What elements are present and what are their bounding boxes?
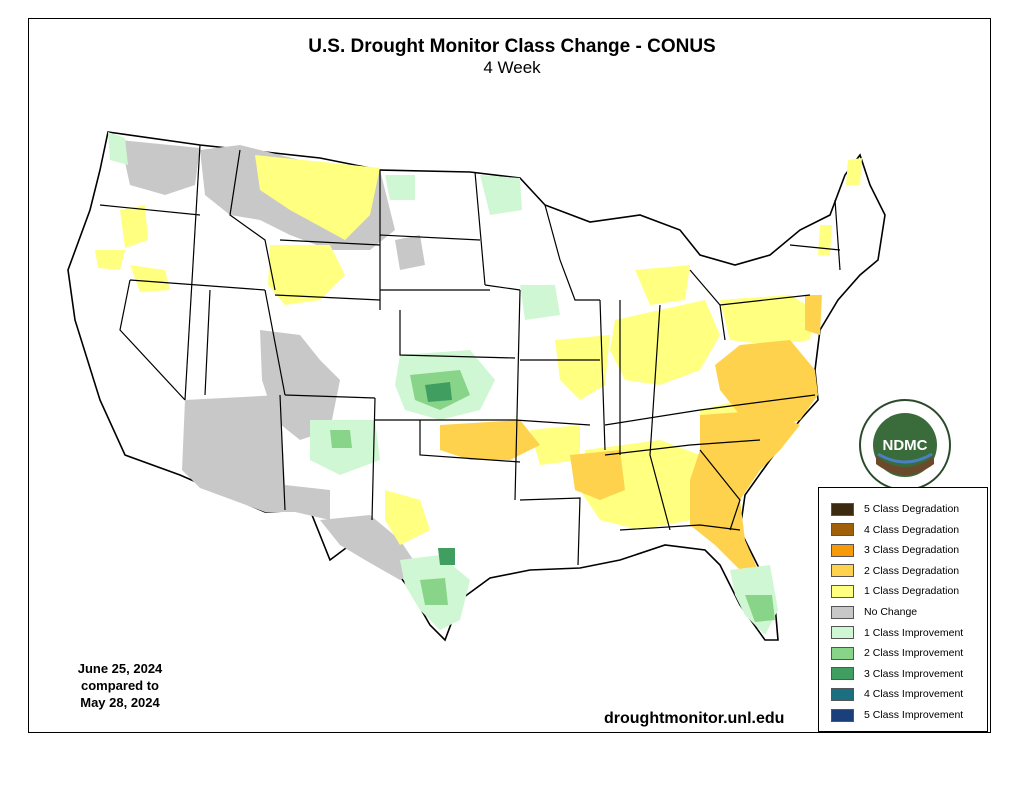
map-subtitle: 4 Week [483, 58, 541, 77]
legend-label: 2 Class Improvement [864, 647, 964, 660]
legend-label: 5 Class Degradation [864, 503, 960, 515]
legend: 5 Class Degradation 4 Class Degradation 3 … [818, 487, 988, 732]
date-current: June 25, 2024 [77, 661, 163, 676]
legend-item: No Change [831, 605, 917, 619]
legend-item: 2 Class Improvement [831, 646, 963, 660]
legend-label: 3 Class Improvement [864, 667, 964, 680]
legend-swatch [831, 523, 854, 537]
legend-label: 1 Class Degradation [864, 585, 960, 598]
legend-item: 4 Class Degradation [831, 523, 959, 537]
legend-label: 4 Class Degradation [864, 523, 960, 536]
legend-item: 1 Class Improvement [831, 626, 963, 640]
ndmc-logo: NDMC [859, 399, 951, 491]
legend-item: 5 Class Degradation [831, 502, 959, 516]
legend-item: 2 Class Degradation [831, 564, 959, 578]
ndmc-logo-abbr: NDMC [883, 437, 928, 454]
state-boundaries [99, 144, 841, 566]
legend-swatch [831, 646, 854, 660]
legend-label: 5 Class Improvement [864, 709, 964, 721]
date-compared-to: compared to [80, 678, 159, 693]
legend-item: 3 Class Improvement [831, 667, 963, 681]
legend-label: 2 Class Degradation [864, 564, 960, 577]
legend-label: No Change [864, 606, 918, 618]
legend-label: 3 Class Degradation [864, 544, 960, 557]
ndmc-logo-center [873, 413, 937, 477]
legend-item: 1 Class Degradation [831, 584, 959, 598]
legend-item: 5 Class Improvement [831, 708, 963, 722]
date-range: June 25, 2024 compared to May 28, 2024 [40, 660, 200, 711]
legend-label: 4 Class Improvement [864, 688, 964, 701]
legend-swatch [831, 543, 854, 557]
three-class-improvement-areas [425, 382, 455, 565]
legend-swatch [831, 626, 854, 640]
legend-swatch [831, 584, 854, 598]
legend-swatch [831, 605, 854, 619]
two-class-degradation-areas [440, 295, 822, 575]
map-title: U.S. Drought Monitor Class Change - CONU… [308, 36, 716, 57]
source-url: droughtmonitor.unl.edu [604, 710, 785, 727]
legend-item: 4 Class Improvement [831, 687, 963, 701]
legend-swatch [831, 708, 854, 722]
legend-swatch [831, 687, 854, 701]
legend-swatch [831, 564, 854, 578]
date-previous: May 28, 2024 [80, 695, 160, 710]
legend-label: 1 Class Improvement [864, 626, 964, 639]
legend-swatch [831, 502, 854, 516]
legend-swatch [831, 667, 854, 681]
legend-item: 3 Class Degradation [831, 543, 959, 557]
